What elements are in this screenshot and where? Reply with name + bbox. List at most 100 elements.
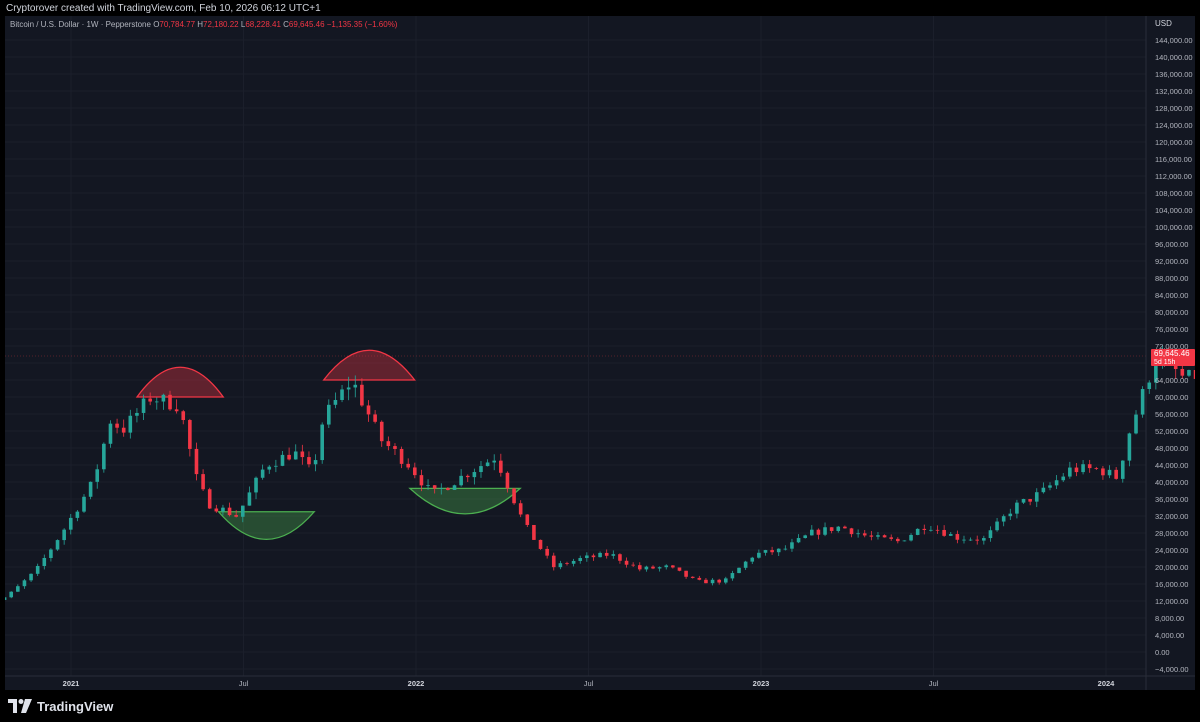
candle-body — [1015, 502, 1019, 514]
price-tick-label: 52,000.00 — [1155, 427, 1188, 436]
candles — [5, 345, 1195, 600]
candle-body — [929, 529, 933, 531]
currency-label[interactable]: USD — [1155, 19, 1172, 28]
candle-body — [366, 405, 371, 415]
time-tick-label: 2023 — [753, 679, 770, 688]
candle-body — [174, 409, 179, 412]
price-tick-label: 44,000.00 — [1155, 461, 1188, 470]
candle-body — [902, 540, 907, 542]
candle-body — [862, 533, 867, 536]
candle-body — [975, 539, 980, 541]
candle-body — [340, 389, 344, 400]
candle-body — [876, 535, 880, 537]
candle-body — [62, 529, 66, 541]
candle-body — [287, 454, 291, 460]
candle-body — [465, 475, 470, 478]
candle-body — [82, 496, 86, 512]
candle-body — [141, 398, 146, 413]
price-tick-label: 4,000.00 — [1155, 631, 1184, 640]
candle-body — [1127, 433, 1132, 461]
candle-body — [1001, 516, 1006, 522]
price-tick-label: 140,000.00 — [1155, 53, 1193, 62]
candle-body — [770, 550, 774, 553]
candle-body — [743, 561, 748, 568]
price-tick-label: 48,000.00 — [1155, 444, 1188, 453]
grid — [5, 16, 1146, 676]
candle-body — [611, 554, 616, 556]
candle-body — [922, 528, 927, 530]
candle-body — [750, 557, 755, 562]
candle-body — [829, 527, 834, 531]
open-label: O — [153, 20, 160, 29]
candle-body — [664, 565, 669, 568]
time-tick-label: 2024 — [1098, 679, 1116, 688]
candle-body — [677, 567, 682, 571]
pattern-annotations — [135, 349, 522, 541]
tradingview-wordmark: TradingView — [37, 698, 114, 714]
symbol-name[interactable]: Bitcoin / U.S. Dollar · 1W · Pepperstone — [10, 20, 151, 29]
candle-body — [121, 427, 126, 433]
candle-body — [843, 526, 847, 529]
price-chart[interactable]: 144,000.00 140,000.00 136,000.00 132,000.00… — [5, 16, 1195, 690]
candle-body — [591, 555, 596, 558]
price-tick-label: 76,000.00 — [1155, 325, 1188, 334]
candle-body — [783, 548, 788, 550]
candle-body — [274, 465, 278, 467]
last-price-tag: 69,645.46 5d 15h — [1151, 349, 1195, 367]
candle-body — [95, 469, 100, 482]
candle-body — [810, 529, 814, 536]
candle-body — [585, 555, 589, 559]
candle-body — [1101, 468, 1105, 476]
candle-body — [360, 384, 364, 406]
candle-body — [909, 534, 913, 541]
price-tick-label: 32,000.00 — [1155, 512, 1188, 521]
candle-body — [201, 474, 205, 490]
candle-body — [1147, 382, 1152, 390]
candle-body — [505, 472, 510, 489]
price-axis[interactable]: 144,000.00 140,000.00 136,000.00 132,000.00… — [1155, 36, 1193, 674]
candle-body — [915, 528, 920, 535]
candle-body — [684, 570, 688, 577]
price-tick-label: 60,000.00 — [1155, 393, 1188, 402]
candle-body — [1180, 369, 1185, 376]
candle-body — [525, 514, 530, 525]
high-value: 72,180.22 — [203, 20, 239, 29]
candle-body — [1061, 476, 1066, 481]
candle-body — [604, 552, 609, 556]
candle-body — [1193, 370, 1195, 379]
tradingview-logo[interactable]: TradingView — [8, 697, 113, 715]
candle-body — [181, 411, 186, 421]
price-tick-label: 12,000.00 — [1155, 597, 1188, 606]
price-tick-label: 0.00 — [1155, 648, 1170, 657]
candle-body — [657, 567, 662, 569]
candle-body — [558, 563, 563, 568]
candle-body — [188, 420, 192, 449]
candle-body — [393, 446, 397, 449]
candle-body — [803, 535, 807, 539]
price-tick-label: 28,000.00 — [1155, 529, 1188, 538]
candle-body — [671, 565, 675, 568]
candle-body — [88, 481, 93, 497]
candle-body — [790, 542, 794, 549]
candle-body — [1134, 414, 1138, 434]
candle-body — [849, 528, 854, 535]
candle-body — [327, 404, 331, 425]
candle-body — [227, 507, 232, 516]
candle-body — [280, 454, 285, 466]
candle-body — [836, 526, 841, 531]
candle-body — [194, 448, 199, 475]
candle-body — [624, 560, 629, 565]
candle-body — [710, 579, 715, 584]
candle-body — [234, 515, 238, 517]
candle-body — [439, 488, 444, 489]
price-tag-countdown: 5d 15h — [1154, 359, 1176, 366]
price-tick-label: 20,000.00 — [1155, 563, 1188, 572]
candle-body — [737, 567, 741, 574]
symbol-legend[interactable]: Bitcoin / U.S. Dollar · 1W · Pepperstone… — [10, 19, 397, 31]
candle-body — [154, 401, 159, 403]
candle-body — [499, 460, 503, 473]
time-tick-label: Jul — [929, 679, 939, 688]
candle-body — [247, 492, 252, 506]
candle-body — [545, 548, 549, 556]
time-axis[interactable]: 2021Jul2022Jul2023Jul2024Jul2025Jul2026J… — [63, 679, 1195, 688]
